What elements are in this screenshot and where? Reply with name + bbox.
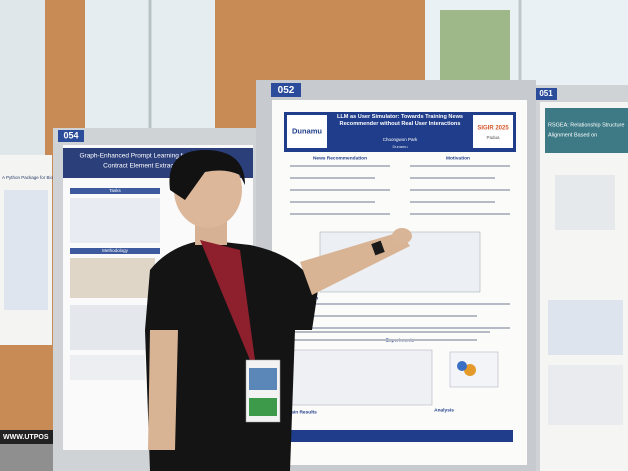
figure bbox=[555, 175, 615, 230]
poster-title: RSGEA: Relationship Structure bbox=[548, 122, 624, 128]
section-bar bbox=[70, 188, 160, 194]
section-bar bbox=[70, 248, 160, 254]
table bbox=[70, 305, 150, 350]
poster-number: 054 bbox=[63, 130, 78, 140]
text-line bbox=[410, 213, 510, 215]
person-arm bbox=[148, 330, 178, 450]
trees bbox=[440, 10, 510, 85]
text-line bbox=[290, 327, 510, 329]
person-hair bbox=[169, 150, 245, 200]
poster-number: 052 bbox=[278, 85, 295, 96]
window bbox=[0, 0, 45, 160]
figure-blob bbox=[464, 364, 476, 376]
logo-box bbox=[287, 115, 327, 148]
affiliation: Dunamu bbox=[392, 144, 407, 149]
section-heading: Tasks bbox=[109, 188, 121, 193]
banner bbox=[0, 430, 55, 444]
text-line bbox=[290, 331, 490, 333]
text-line bbox=[410, 189, 510, 191]
results-table bbox=[291, 349, 433, 406]
poster-content bbox=[4, 190, 48, 310]
text-line bbox=[290, 339, 477, 341]
poster-header bbox=[545, 108, 628, 153]
author: Choongwon Park bbox=[383, 137, 418, 142]
conference-logo-box bbox=[473, 115, 513, 148]
text-line bbox=[290, 165, 390, 167]
section-heading: Main Results bbox=[287, 409, 317, 415]
figure bbox=[548, 300, 623, 355]
poster-number-tag bbox=[271, 83, 301, 97]
poster-title: Alignment Based on bbox=[548, 132, 597, 138]
text-line bbox=[290, 177, 375, 179]
text-line bbox=[410, 177, 495, 179]
watch bbox=[371, 240, 385, 256]
poster-title-box: LLM as User Simulator: Towards Training … bbox=[336, 114, 464, 127]
text-line bbox=[290, 189, 390, 191]
lanyard bbox=[200, 240, 255, 360]
poster-title: Contract Element Extracti bbox=[103, 163, 177, 170]
poster-title: Graph-Enhanced Prompt Learning for Cro bbox=[79, 153, 200, 160]
text-line bbox=[290, 201, 375, 203]
poster-title: A Python Package for Biome bbox=[2, 175, 60, 180]
badge-image bbox=[249, 368, 277, 390]
text-block bbox=[70, 198, 160, 243]
person-hand bbox=[392, 228, 412, 244]
banner-text: WWW.UTPOS bbox=[3, 434, 49, 441]
section-heading: Methodology bbox=[102, 248, 129, 253]
poster-number-tag bbox=[58, 130, 84, 142]
text-line bbox=[290, 315, 477, 317]
poster-title: LLM as User Simulator: Towards Training … bbox=[336, 114, 464, 127]
text-line bbox=[410, 201, 495, 203]
figure bbox=[70, 258, 155, 298]
text-line bbox=[290, 213, 390, 215]
venue: Padua bbox=[486, 135, 500, 140]
footer-bar bbox=[285, 430, 513, 442]
section-heading: News Recommendation bbox=[313, 155, 367, 161]
badge-stripe bbox=[249, 398, 277, 416]
logo: Dunamu bbox=[292, 126, 322, 135]
text-line bbox=[410, 165, 510, 167]
section-heading: Analysis bbox=[434, 407, 454, 413]
poster-number: 051 bbox=[539, 89, 553, 98]
text-line bbox=[290, 303, 510, 305]
conference: SIGIR 2025 bbox=[477, 126, 509, 132]
section-heading: Motivation bbox=[446, 155, 470, 161]
text-block bbox=[70, 355, 145, 380]
figure-blob bbox=[457, 361, 467, 371]
poster-number-tag bbox=[535, 88, 557, 100]
text-block bbox=[548, 365, 623, 425]
